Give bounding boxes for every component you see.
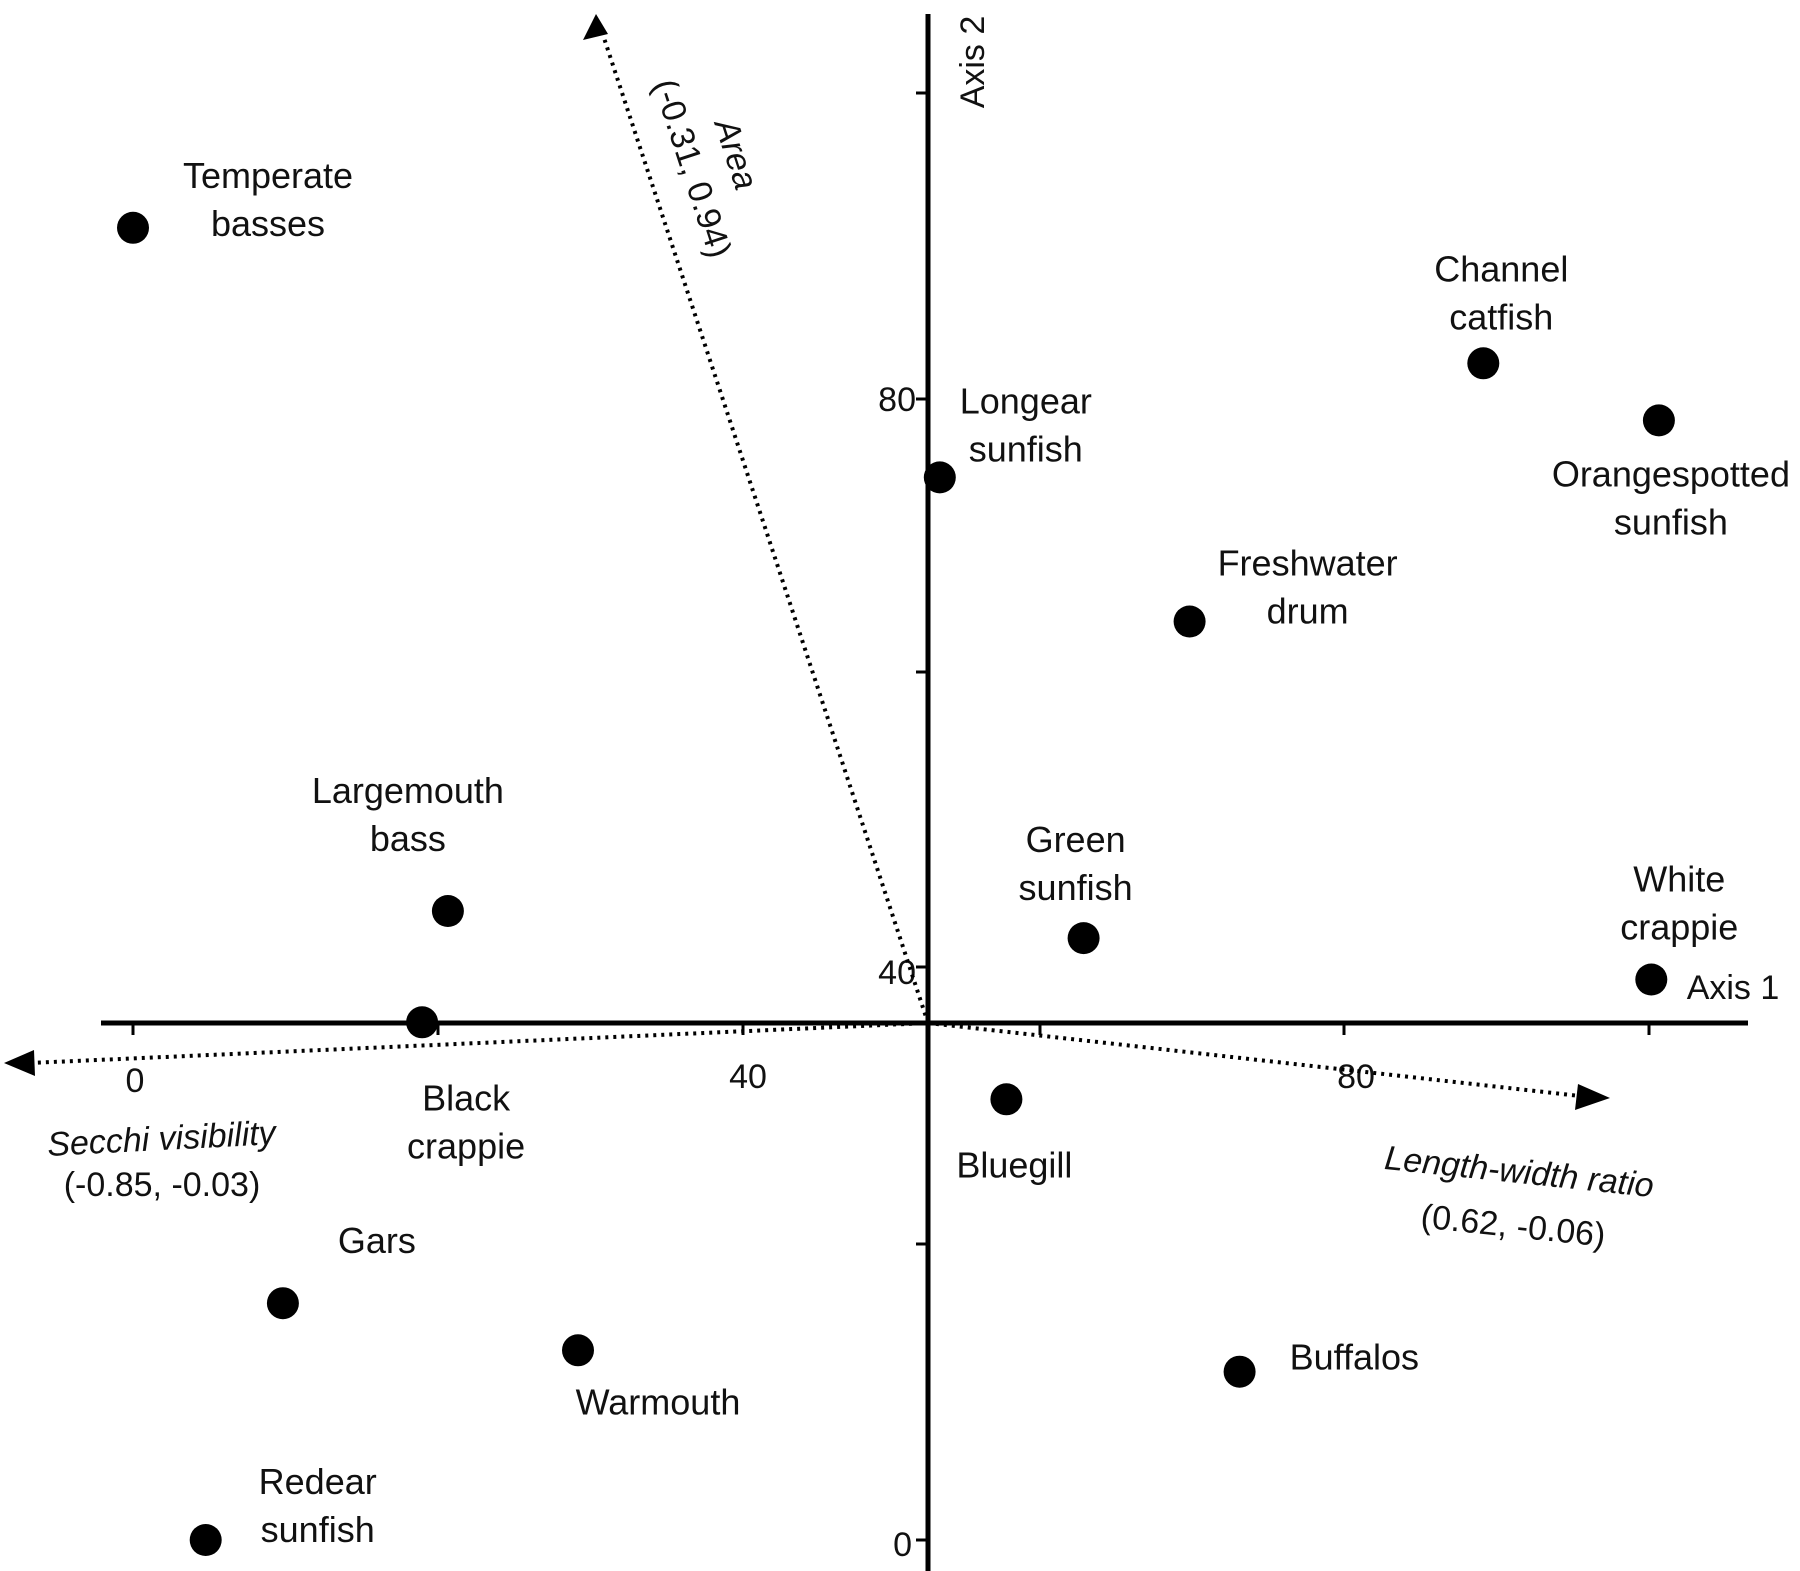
y-tick-label: 80 xyxy=(878,381,916,419)
point-label: Gars xyxy=(338,1220,416,1261)
point-label: Black crappie xyxy=(407,1077,525,1166)
data-points: Temperate basses Channel catfish Orangespott… xyxy=(117,155,1790,1556)
data-point xyxy=(189,1524,222,1556)
y-tick-label: 40 xyxy=(878,954,916,992)
data-point xyxy=(1635,963,1668,996)
vector-coords: (-0.85, -0.03) xyxy=(64,1166,261,1204)
vector-length-width-label: Length-width ratio (0.62, -0.06) xyxy=(1383,1139,1656,1255)
vector-coords: (0.62, -0.06) xyxy=(1419,1197,1607,1254)
vector-name: Length-width ratio xyxy=(1383,1139,1656,1205)
vector-length-width-arrowhead xyxy=(1575,1084,1610,1110)
vector-area-arrowhead xyxy=(583,14,608,40)
point-label: Freshwater drum xyxy=(1218,543,1398,632)
data-point xyxy=(431,895,464,927)
data-point xyxy=(1173,605,1206,638)
data-point xyxy=(990,1083,1023,1116)
point-label: Largemouth bass xyxy=(312,770,504,859)
data-point xyxy=(266,1287,299,1320)
y-tick-label: 0 xyxy=(893,1526,912,1564)
point-label: Buffalos xyxy=(1290,1337,1419,1378)
vector-area-line xyxy=(602,37,930,1024)
point-label: Temperate basses xyxy=(183,155,353,244)
x-tick-label: 80 xyxy=(1337,1058,1375,1096)
vector-secchi-line xyxy=(29,1021,929,1065)
data-point xyxy=(923,461,956,494)
x-axis-title: Axis 1 xyxy=(1687,969,1780,1007)
point-label: Green sunfish xyxy=(1019,819,1133,908)
point-label: Redear sunfish xyxy=(259,1461,377,1550)
x-tick-label: 40 xyxy=(729,1058,767,1096)
data-point xyxy=(1223,1355,1256,1388)
vector-name: Secchi visibility xyxy=(46,1114,278,1164)
point-label: Warmouth xyxy=(576,1381,741,1422)
y-axis-title: Axis 2 xyxy=(954,16,992,109)
data-point xyxy=(1467,347,1500,380)
point-label: Orangespotted sunfish xyxy=(1552,453,1790,542)
vector-secchi-arrowhead xyxy=(4,1050,35,1076)
data-point xyxy=(1067,922,1100,955)
vector-secchi-label: Secchi visibility (-0.85, -0.03) xyxy=(46,1114,278,1204)
point-label: Bluegill xyxy=(956,1144,1072,1185)
data-point xyxy=(562,1334,594,1367)
point-label: Longear sunfish xyxy=(960,380,1092,469)
data-point xyxy=(117,211,149,244)
point-label: White crappie xyxy=(1620,859,1738,948)
point-label: Channel catfish xyxy=(1434,248,1568,337)
vector-length-width-line xyxy=(927,1021,1581,1098)
data-point xyxy=(406,1006,439,1039)
x-tick-label: 0 xyxy=(126,1062,145,1100)
data-point xyxy=(1642,404,1675,437)
